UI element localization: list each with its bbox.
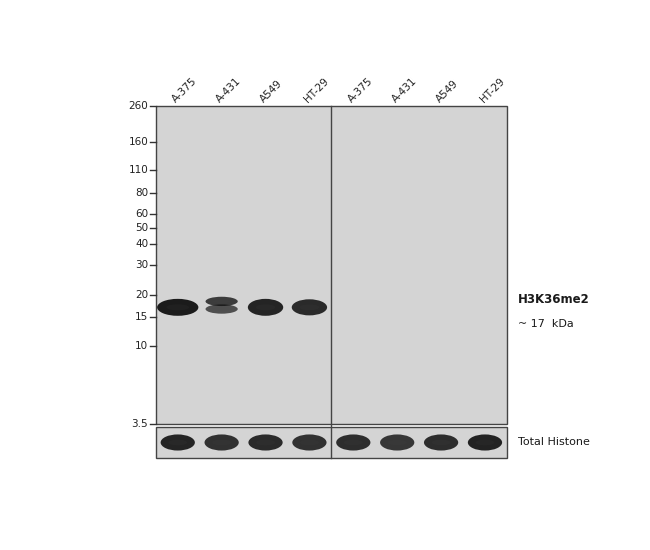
Ellipse shape bbox=[205, 434, 239, 450]
Ellipse shape bbox=[168, 439, 187, 446]
Ellipse shape bbox=[300, 439, 319, 446]
Text: Total Histone: Total Histone bbox=[518, 437, 590, 448]
Text: 80: 80 bbox=[135, 188, 148, 198]
Ellipse shape bbox=[388, 439, 407, 446]
Ellipse shape bbox=[344, 439, 363, 446]
Ellipse shape bbox=[300, 305, 319, 310]
Text: H3K36me2: H3K36me2 bbox=[518, 293, 590, 306]
Bar bbox=[156, 106, 507, 424]
Text: 260: 260 bbox=[129, 101, 148, 111]
Text: 110: 110 bbox=[129, 164, 148, 175]
Text: A-375: A-375 bbox=[171, 75, 200, 104]
Text: 30: 30 bbox=[135, 261, 148, 271]
Text: 15: 15 bbox=[135, 311, 148, 322]
Text: 40: 40 bbox=[135, 239, 148, 249]
Text: 160: 160 bbox=[129, 137, 148, 147]
Text: A-375: A-375 bbox=[346, 75, 375, 104]
Ellipse shape bbox=[292, 299, 327, 315]
Ellipse shape bbox=[468, 434, 502, 450]
Text: 3.5: 3.5 bbox=[131, 419, 148, 429]
Text: 10: 10 bbox=[135, 342, 148, 351]
Text: HT-29: HT-29 bbox=[302, 76, 331, 104]
Ellipse shape bbox=[157, 299, 198, 316]
Ellipse shape bbox=[248, 434, 283, 450]
Text: HT-29: HT-29 bbox=[478, 76, 506, 104]
Ellipse shape bbox=[213, 300, 231, 303]
Bar bbox=[156, 427, 507, 458]
Text: ~ 17  kDa: ~ 17 kDa bbox=[518, 319, 574, 329]
Ellipse shape bbox=[380, 434, 414, 450]
Ellipse shape bbox=[166, 304, 189, 310]
Ellipse shape bbox=[205, 297, 238, 306]
Ellipse shape bbox=[336, 434, 370, 450]
Ellipse shape bbox=[205, 304, 238, 314]
Text: 50: 50 bbox=[135, 223, 148, 233]
Ellipse shape bbox=[292, 434, 326, 450]
Ellipse shape bbox=[213, 307, 231, 311]
Text: 60: 60 bbox=[135, 210, 148, 219]
Ellipse shape bbox=[256, 304, 275, 310]
Ellipse shape bbox=[424, 434, 458, 450]
Text: A-431: A-431 bbox=[390, 75, 419, 104]
Ellipse shape bbox=[476, 439, 495, 446]
Ellipse shape bbox=[161, 434, 195, 450]
Text: A549: A549 bbox=[259, 78, 285, 104]
Ellipse shape bbox=[432, 439, 450, 446]
Text: A-431: A-431 bbox=[214, 75, 243, 104]
Ellipse shape bbox=[256, 439, 275, 446]
Text: A549: A549 bbox=[434, 78, 460, 104]
Ellipse shape bbox=[212, 439, 231, 446]
Text: 20: 20 bbox=[135, 290, 148, 300]
Ellipse shape bbox=[248, 299, 283, 316]
